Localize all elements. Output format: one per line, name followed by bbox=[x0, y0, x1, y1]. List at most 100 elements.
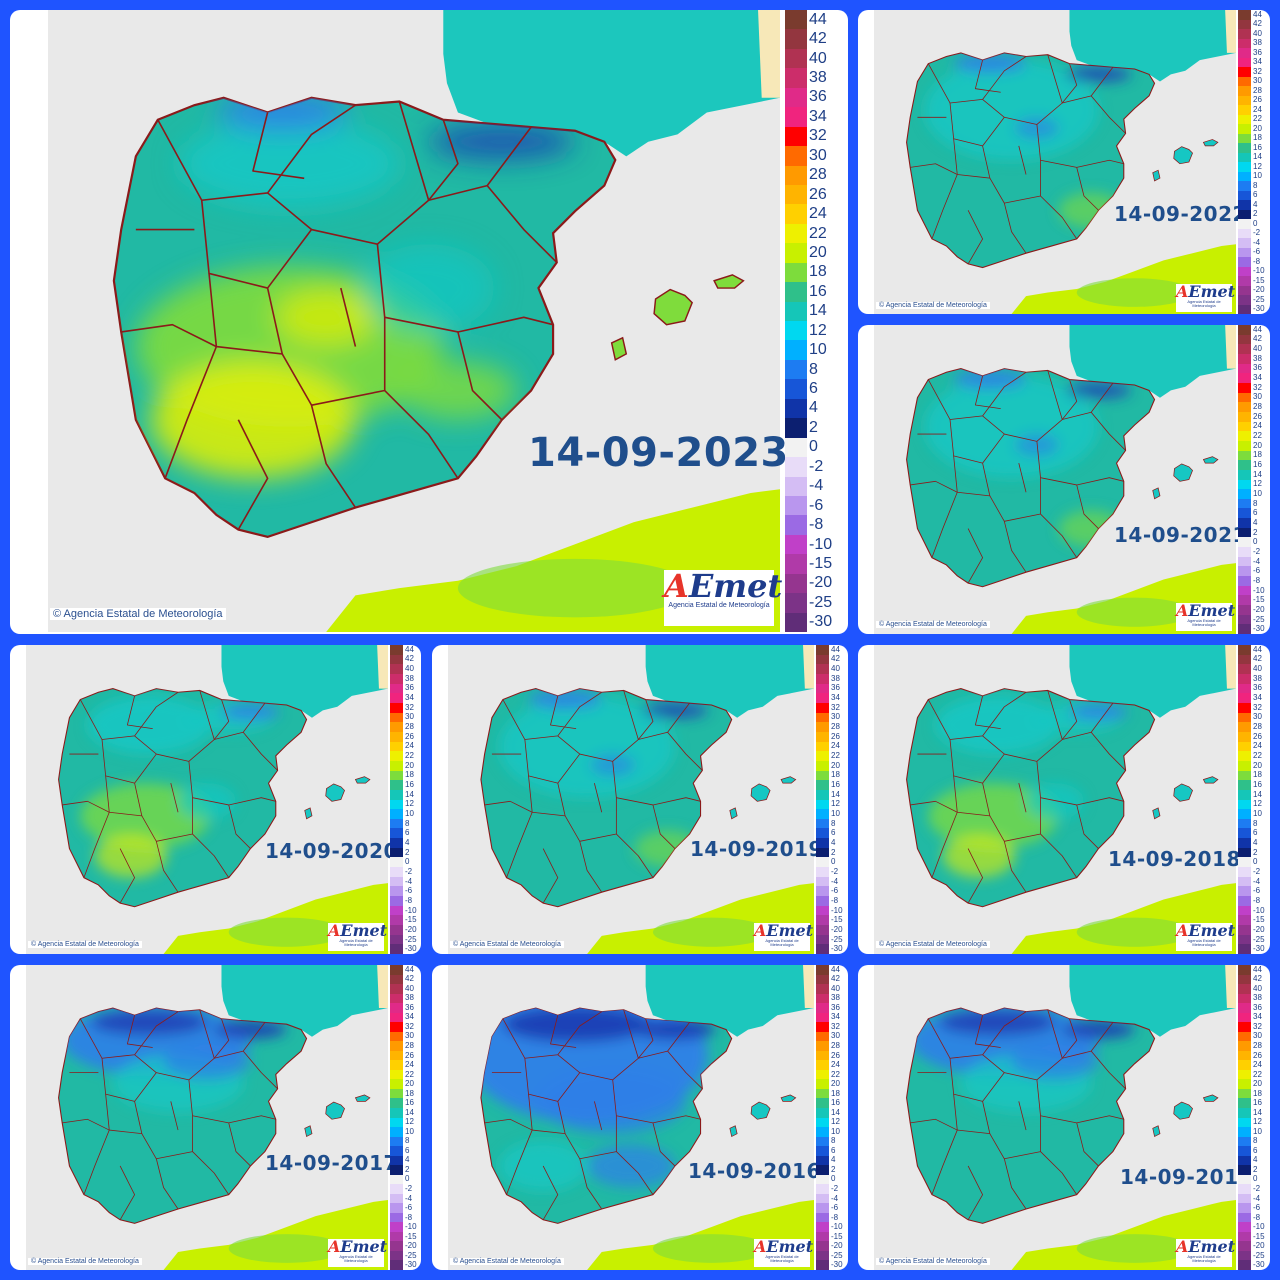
province-border bbox=[1004, 1009, 1063, 1081]
province-border bbox=[612, 1079, 701, 1124]
aemet-logo: AEmet Agencia Estatal de Meteorología bbox=[1176, 284, 1235, 312]
scale-swatch bbox=[785, 593, 807, 614]
scale-label: 14 bbox=[1253, 469, 1262, 479]
scale-swatch bbox=[816, 1231, 829, 1242]
province-border bbox=[134, 1101, 143, 1134]
temperature-map bbox=[48, 10, 780, 632]
scale-label: 8 bbox=[809, 360, 818, 378]
scale-label: 34 bbox=[831, 1012, 840, 1022]
scale-label: -2 bbox=[831, 866, 839, 876]
scale-label: 2 bbox=[405, 1164, 410, 1174]
province-border bbox=[119, 848, 135, 904]
scale-label: -30 bbox=[1253, 944, 1265, 954]
province-border bbox=[974, 375, 1001, 410]
scale-label: -8 bbox=[405, 895, 413, 905]
province-border bbox=[542, 848, 559, 904]
scale-swatch bbox=[390, 1231, 403, 1242]
scale-label: -2 bbox=[831, 1183, 839, 1193]
province-border bbox=[228, 1122, 251, 1167]
date-label: 14-09-2015 bbox=[1120, 1165, 1253, 1189]
scale-swatch bbox=[390, 993, 403, 1004]
scale-label: 42 bbox=[1253, 654, 1262, 664]
scale-label: 6 bbox=[809, 380, 818, 398]
scale-label: 36 bbox=[1253, 363, 1262, 373]
africa-shade bbox=[1076, 917, 1193, 947]
scale-label: 10 bbox=[405, 808, 414, 818]
scale-swatch bbox=[1238, 974, 1251, 985]
scale-label: 24 bbox=[1253, 104, 1262, 114]
scale-label: 36 bbox=[831, 1002, 840, 1012]
scale-swatch bbox=[816, 1136, 829, 1147]
scale-label: 0 bbox=[1253, 218, 1258, 228]
date-label: 14-09-2022 bbox=[1114, 202, 1247, 226]
scale-swatch bbox=[1238, 693, 1251, 704]
scale-label: -10 bbox=[809, 535, 833, 553]
scale-swatch bbox=[1238, 479, 1251, 490]
province-border bbox=[457, 331, 503, 421]
province-border bbox=[208, 273, 386, 406]
scale-label: -30 bbox=[1253, 624, 1265, 634]
scale-label: 10 bbox=[405, 1126, 414, 1136]
scale-label: 30 bbox=[1253, 712, 1262, 722]
scale-label: 30 bbox=[1253, 76, 1262, 86]
scale-swatch bbox=[390, 1098, 403, 1109]
scale-label: -10 bbox=[1253, 1222, 1265, 1232]
province-border bbox=[1036, 761, 1124, 806]
scale-swatch bbox=[1238, 334, 1251, 345]
date-label: 14-09-2019 bbox=[690, 837, 823, 861]
scale-swatch bbox=[1238, 1041, 1251, 1052]
scale-label: 18 bbox=[405, 770, 414, 780]
scale-swatch bbox=[1238, 1241, 1251, 1252]
scale-swatch bbox=[390, 1260, 403, 1270]
temperature-zone bbox=[924, 60, 1099, 161]
province-border bbox=[594, 783, 603, 813]
map-svg bbox=[906, 325, 1236, 634]
province-border bbox=[1018, 783, 1027, 813]
scale-label: 26 bbox=[831, 731, 840, 741]
scale-label: 30 bbox=[405, 712, 414, 722]
scale-label: 18 bbox=[1253, 133, 1262, 143]
scale-swatch bbox=[390, 886, 403, 897]
temperature-zone bbox=[214, 1020, 287, 1039]
scale-swatch bbox=[785, 495, 807, 516]
temperature-zone bbox=[1062, 1020, 1135, 1039]
scale-label: -25 bbox=[1253, 614, 1265, 624]
temperature-zone bbox=[634, 1019, 716, 1040]
scale-colour-bar bbox=[390, 965, 403, 1270]
scale-colour-bar bbox=[1238, 325, 1251, 634]
mallorca-island bbox=[325, 783, 345, 802]
scale-label: 4 bbox=[405, 1155, 410, 1165]
scale-colour-bar bbox=[1238, 10, 1251, 314]
scale-label: -10 bbox=[405, 905, 417, 915]
scale-label: -20 bbox=[1253, 1241, 1265, 1251]
province-border bbox=[1003, 841, 1027, 893]
scale-label: 16 bbox=[405, 1098, 414, 1108]
scale-swatch bbox=[1238, 1107, 1251, 1118]
scale-swatch bbox=[390, 818, 403, 829]
scale-swatch bbox=[1238, 124, 1251, 134]
aemet-logo: AEmet Agencia Estatal de Meteorología bbox=[1176, 1239, 1235, 1267]
scale-swatch bbox=[1238, 789, 1251, 800]
scale-label: 34 bbox=[831, 693, 840, 703]
scale-swatch bbox=[1238, 133, 1251, 144]
province-border bbox=[953, 775, 1041, 842]
scale-swatch bbox=[816, 818, 829, 829]
scale-swatch bbox=[1238, 238, 1251, 248]
temperature-zone bbox=[1065, 382, 1132, 399]
scale-swatch bbox=[1238, 105, 1251, 115]
scale-label: 32 bbox=[1253, 382, 1262, 392]
scale-label: 12 bbox=[831, 1117, 840, 1127]
scale-swatch bbox=[1238, 431, 1251, 442]
province-border bbox=[579, 1009, 639, 1081]
scale-label: 44 bbox=[1253, 965, 1262, 974]
scale-colour-bar bbox=[1238, 645, 1251, 954]
scale-label: 22 bbox=[1253, 431, 1262, 441]
scale-label: -4 bbox=[405, 1193, 413, 1203]
scale-swatch bbox=[390, 1022, 403, 1033]
scale-label: -25 bbox=[1253, 294, 1265, 304]
scale-swatch bbox=[390, 673, 403, 685]
menorca-island bbox=[1202, 776, 1219, 784]
temperature-zone bbox=[928, 783, 1059, 849]
province-border bbox=[156, 1009, 215, 1081]
scale-swatch bbox=[816, 828, 829, 839]
